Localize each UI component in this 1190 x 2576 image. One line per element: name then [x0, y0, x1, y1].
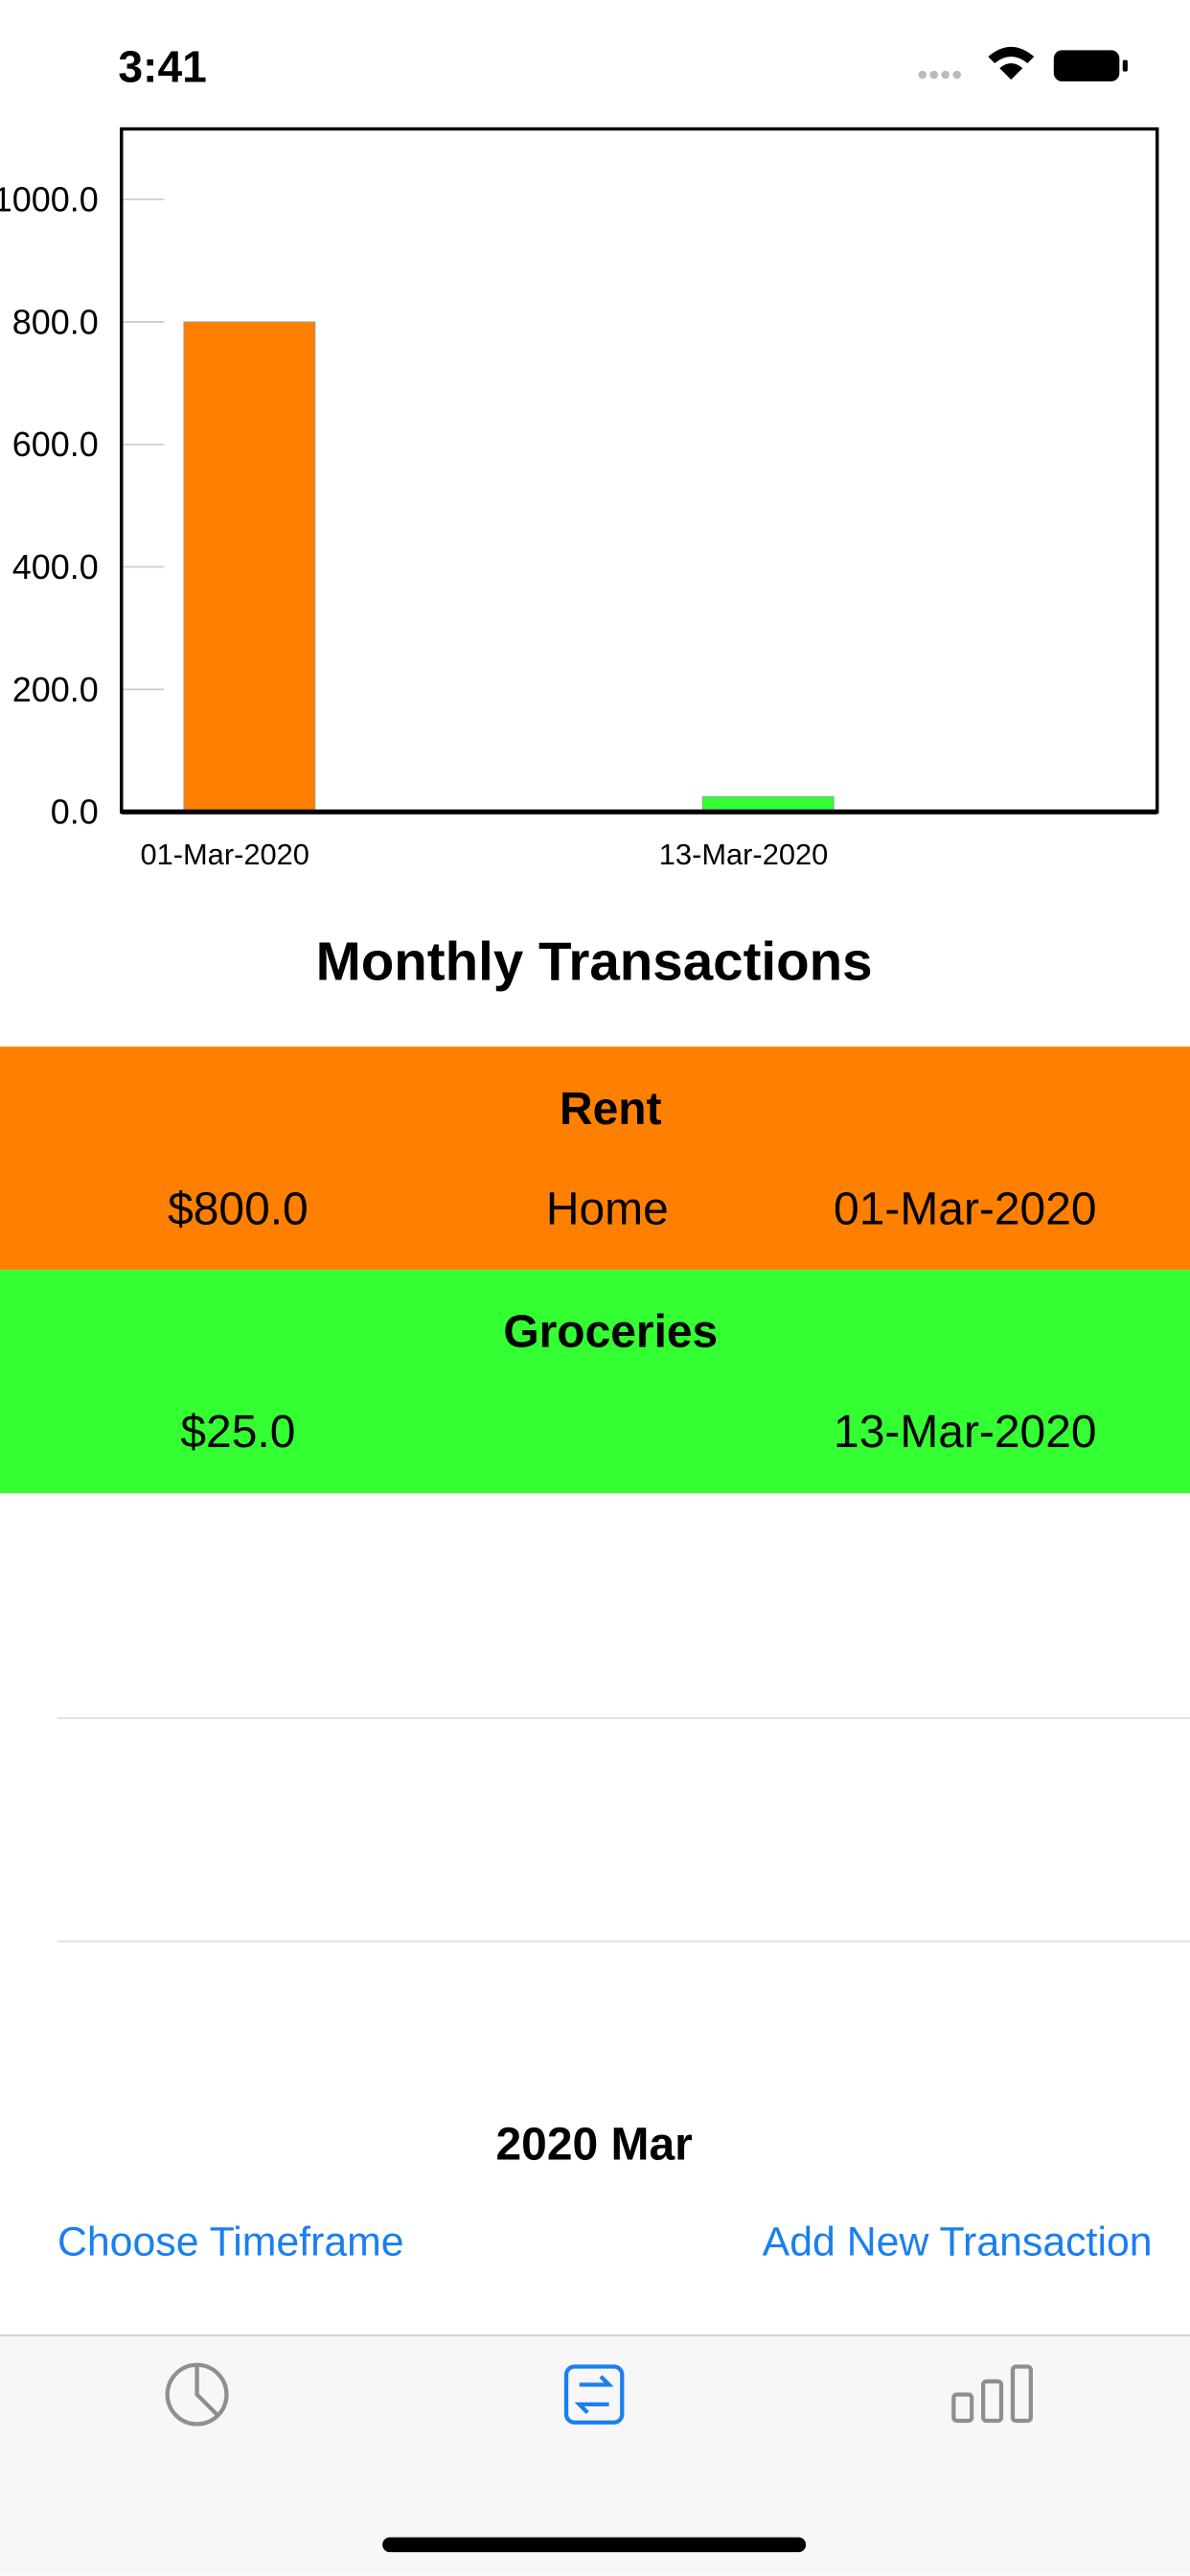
- y-tick-label: 200.0: [12, 670, 99, 709]
- status-icons: [918, 46, 1128, 81]
- add-transaction-button[interactable]: Add New Transaction: [763, 2219, 1153, 2265]
- chart: 0.0 200.0 400.0 600.0 800.0 1000.0 01-Mar-2020…: [0, 126, 1159, 871]
- y-tick-label: 400.0: [12, 547, 99, 586]
- transaction-amount: $25.0: [180, 1407, 295, 1458]
- tab-transactions[interactable]: [563, 2364, 625, 2425]
- home-indicator: [382, 2537, 807, 2553]
- y-tick-label: 0.0: [51, 793, 99, 832]
- tab-bar: [0, 2334, 1190, 2576]
- period-label: 2020 Mar: [496, 2120, 693, 2171]
- tab-pie[interactable]: [165, 2362, 229, 2426]
- y-tick-label: 1000.0: [0, 180, 99, 219]
- tab-bars[interactable]: [951, 2364, 1033, 2424]
- transaction-title: Rent: [560, 1084, 662, 1135]
- x-tick-label: 13-Mar-2020: [659, 838, 829, 871]
- transaction-date: 01-Mar-2020: [834, 1184, 1097, 1234]
- transaction-list: Rent $800.0 Home 01-Mar-2020 Groceries $25.0 1…: [0, 1046, 1190, 1494]
- transaction-row: [0, 1046, 1190, 1271]
- y-tick-label: 600.0: [12, 425, 99, 464]
- transaction-title: Groceries: [503, 1307, 718, 1358]
- choose-timeframe-button[interactable]: Choose Timeframe: [57, 2219, 404, 2265]
- transaction-amount: $800.0: [168, 1184, 309, 1234]
- x-tick-label: 01-Mar-2020: [140, 838, 309, 871]
- bar: [183, 321, 316, 813]
- section-title: Monthly Transactions: [316, 932, 873, 992]
- transaction-date: 13-Mar-2020: [834, 1407, 1097, 1458]
- y-tick-label: 800.0: [12, 302, 99, 341]
- transaction-category: Home: [546, 1184, 669, 1234]
- transaction-row: [0, 1270, 1190, 1494]
- status-time: 3:41: [118, 41, 207, 91]
